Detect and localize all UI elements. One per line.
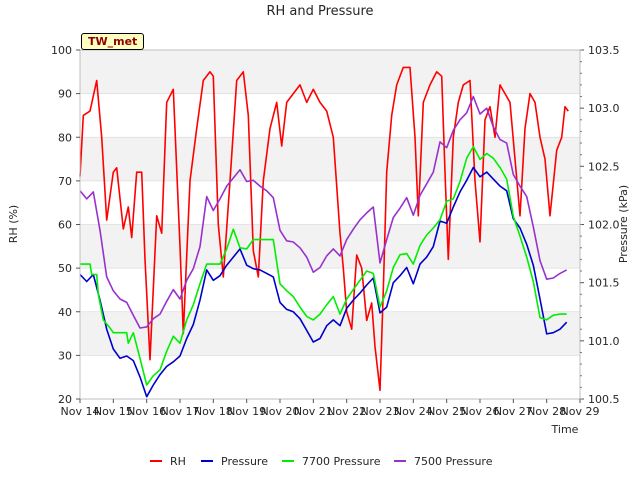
y-right-tick-label: 102.5	[588, 160, 620, 173]
y-right-tick-label: 100.5	[588, 393, 620, 406]
grid-band	[80, 224, 580, 269]
series-layer	[79, 66, 569, 398]
y-left-tick-label: 90	[58, 88, 72, 101]
grid-band	[80, 50, 580, 94]
y-right-tick-label: 102.0	[588, 219, 620, 232]
station-badge: TW_met	[81, 33, 145, 50]
legend-label: Pressure	[221, 455, 268, 468]
legend-label: RH	[170, 455, 186, 468]
y-left-tick-label: 20	[58, 393, 72, 406]
y-right-tick-label: 101.0	[588, 335, 620, 348]
x-tick-label: Nov 20	[261, 405, 300, 418]
x-tick-label: Nov 24	[394, 405, 433, 418]
grid-bands	[80, 49, 580, 400]
legend-label: 7500 Pressure	[414, 455, 493, 468]
x-tick-label: Nov 19	[227, 405, 266, 418]
x-tick-label: Nov 21	[294, 405, 333, 418]
x-tick-label: Nov 25	[427, 405, 466, 418]
y-right-tick-label: 103.5	[588, 44, 620, 57]
x-tick-label: Nov 22	[327, 405, 366, 418]
legend-label: 7700 Pressure	[302, 455, 381, 468]
y-left-tick-label: 80	[58, 131, 72, 144]
y-axis-left: 20 30 40 50 60 70 80 90 100	[51, 44, 80, 406]
y-left-tick-label: 100	[51, 44, 72, 57]
x-tick-label: Nov 27	[494, 405, 533, 418]
y-axis-right-label: Pressure (kPa)	[617, 185, 630, 263]
y-right-tick-label: 101.5	[588, 277, 620, 290]
grid-band	[80, 137, 580, 181]
y-left-tick-label: 50	[58, 262, 72, 275]
y-axis-left-label: RH (%)	[7, 205, 20, 243]
x-tick-label: Nov 18	[194, 405, 233, 418]
x-tick-label: Nov 28	[527, 405, 566, 418]
x-tick-label: Nov 15	[94, 405, 133, 418]
chart-title: RH and Pressure	[266, 4, 373, 19]
y-left-tick-label: 30	[58, 349, 72, 362]
x-tick-label: Nov 16	[127, 405, 166, 418]
x-tick-label: Nov 29	[561, 405, 600, 418]
grid-band	[80, 311, 580, 356]
x-axis-label: Time	[551, 423, 579, 436]
y-left-tick-label: 70	[58, 175, 72, 188]
x-tick-label: Nov 17	[161, 405, 200, 418]
y-right-tick-label: 103.0	[588, 102, 620, 115]
series-line-pressure	[79, 166, 568, 398]
series-line-7500-pressure	[79, 95, 568, 329]
y-left-tick-label: 40	[58, 306, 72, 319]
x-tick-label: Nov 14	[61, 405, 100, 418]
series-line-7700-pressure	[80, 145, 567, 386]
y-left-tick-label: 60	[58, 219, 72, 232]
legend: RH Pressure 7700 Pressure 7500 Pressure	[150, 455, 493, 468]
x-tick-label: Nov 23	[361, 405, 400, 418]
x-tick-label: Nov 26	[461, 405, 500, 418]
y-axis-right: 100.5 101.0 101.5 102.0 102.5 103.0 103.5	[580, 44, 620, 406]
